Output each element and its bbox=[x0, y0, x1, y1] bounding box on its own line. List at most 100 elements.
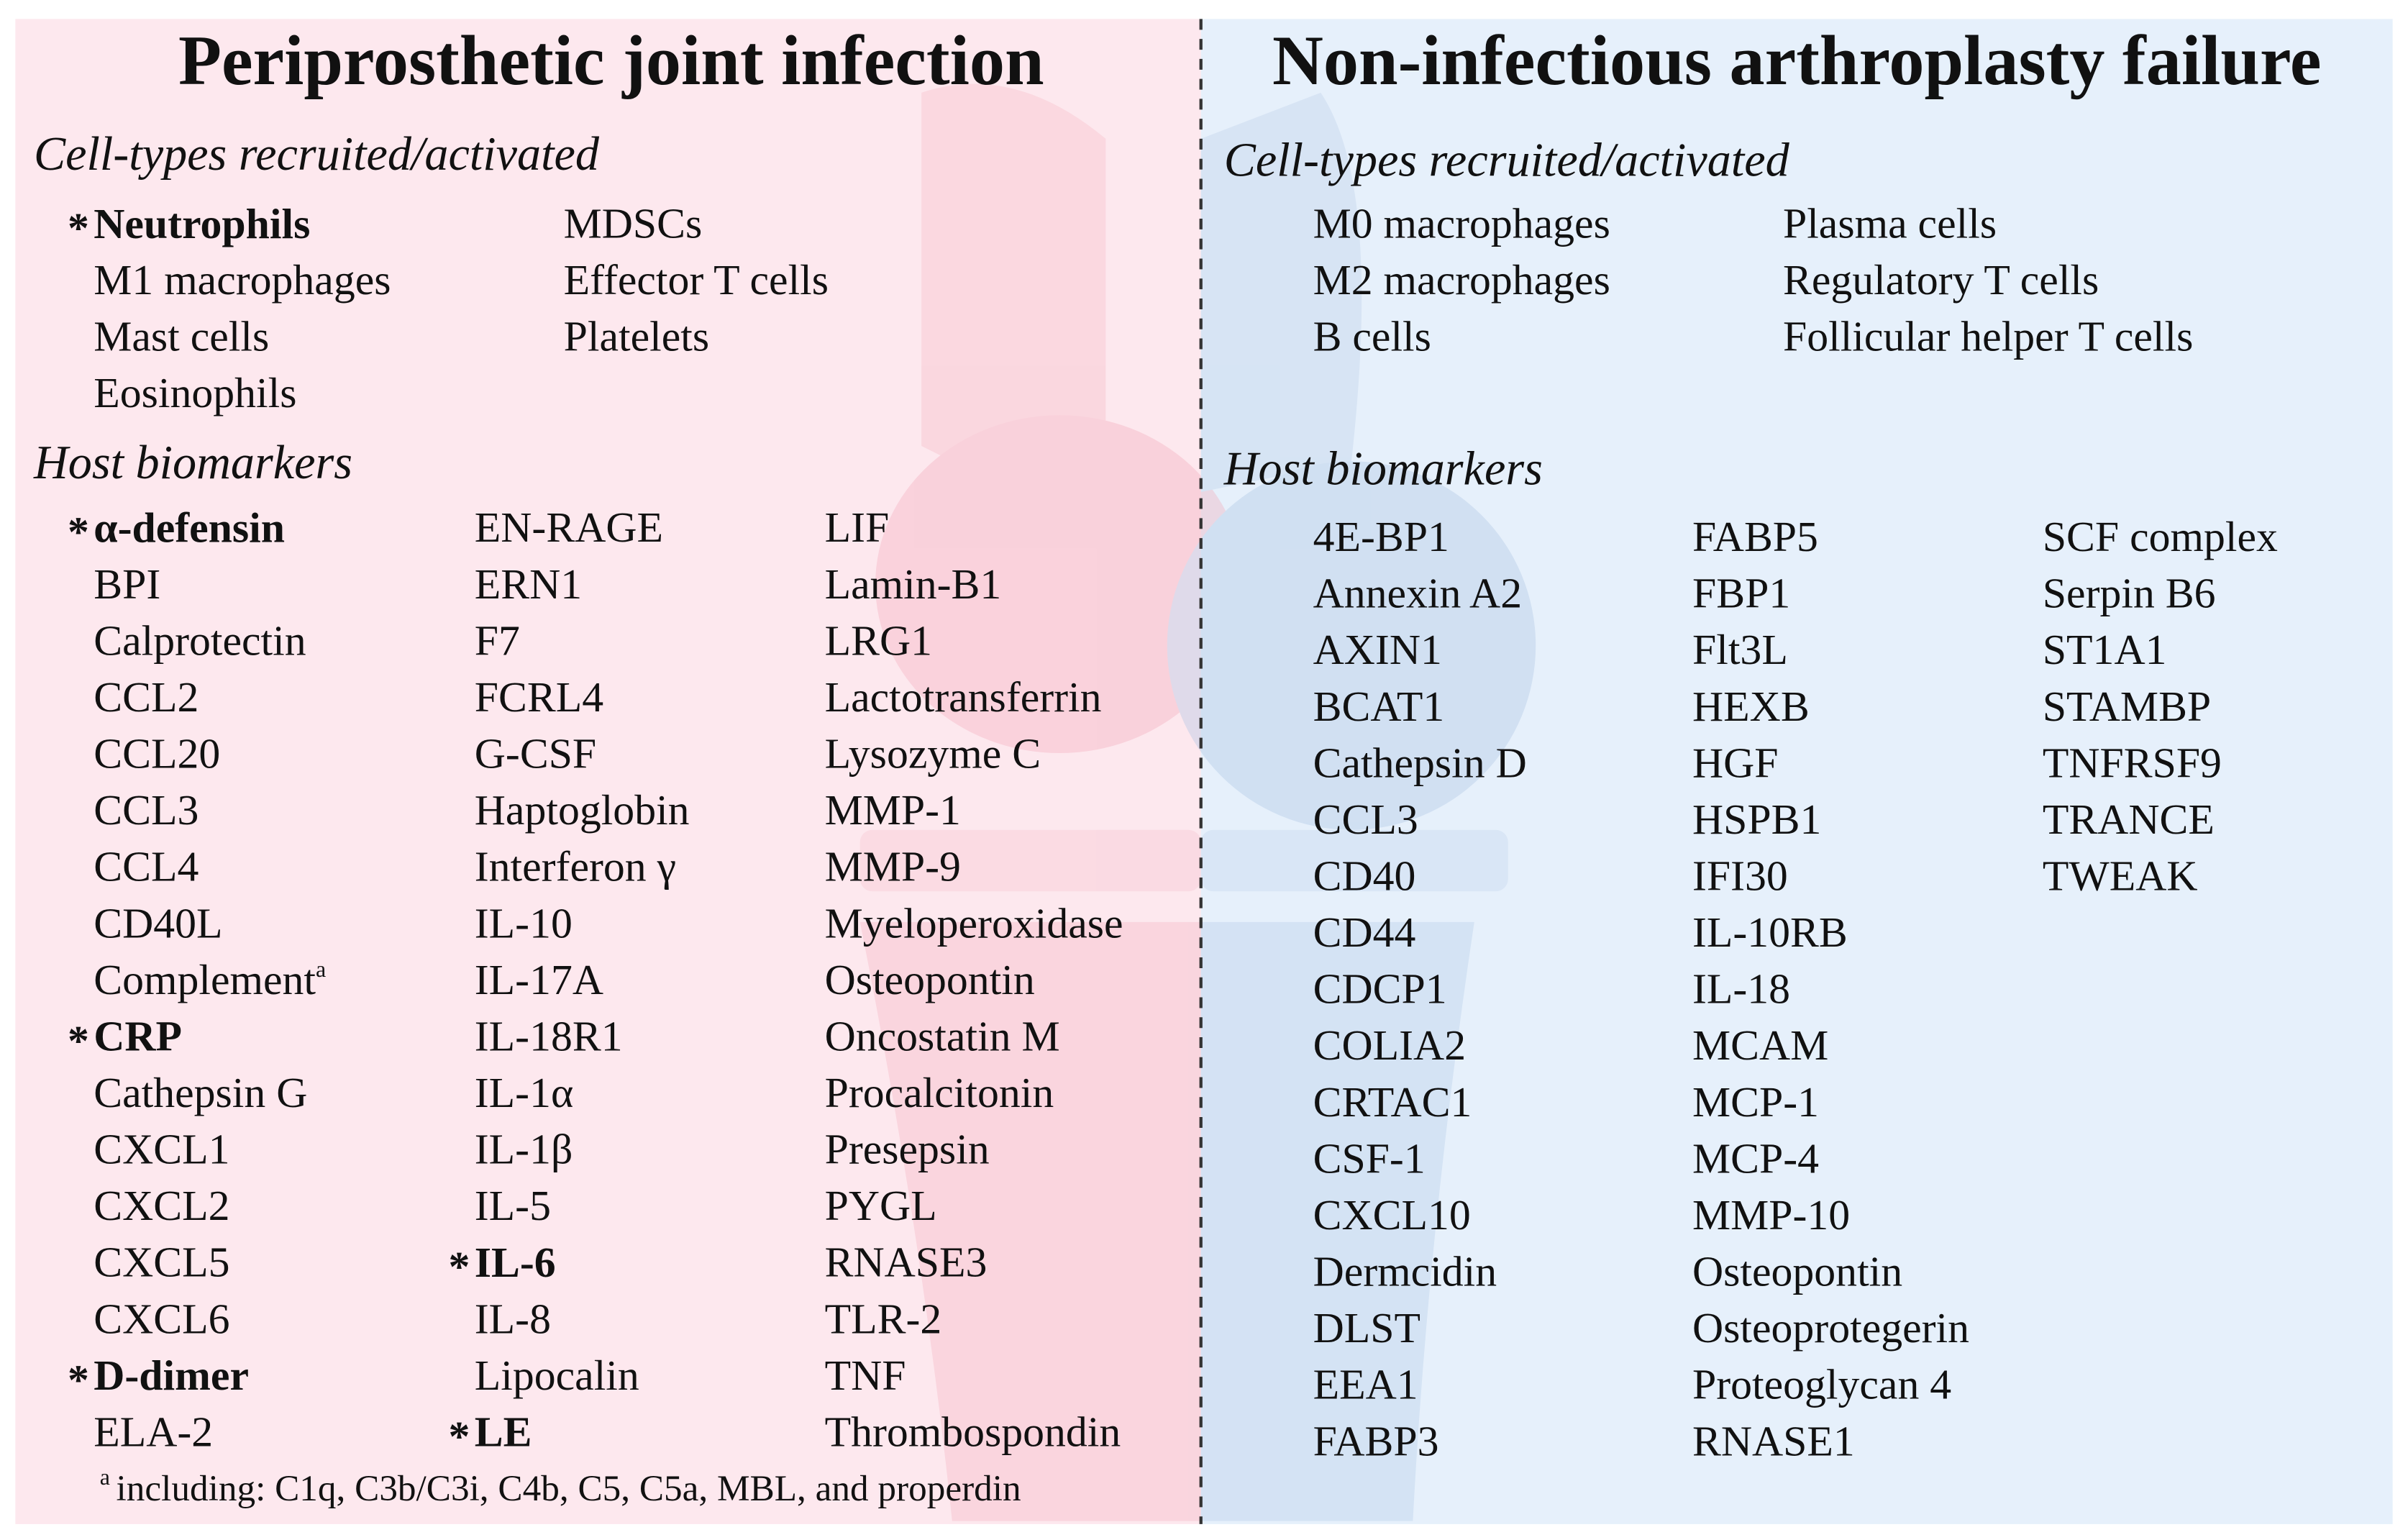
list-item: Complementa bbox=[94, 956, 326, 1003]
list-item: CCL20 bbox=[94, 730, 220, 778]
list-item: CCL2 bbox=[94, 673, 199, 721]
list-item: Calprotectin bbox=[94, 616, 306, 664]
footnote-mark: a bbox=[100, 1464, 110, 1490]
left-biomarkers-heading: Host biomarkers bbox=[33, 437, 352, 489]
list-item: BPI bbox=[94, 560, 160, 608]
left-panel bbox=[15, 19, 1201, 1524]
key-marker: * bbox=[448, 1413, 470, 1460]
list-item: BCAT1 bbox=[1313, 683, 1445, 730]
list-item: Dermcidin bbox=[1313, 1248, 1497, 1295]
list-item: 4E-BP1 bbox=[1313, 513, 1449, 560]
item-text: Complement bbox=[94, 956, 316, 1003]
list-item: CXCL10 bbox=[1313, 1191, 1471, 1239]
list-item: HGF bbox=[1692, 739, 1779, 786]
list-item: Mast cells bbox=[94, 313, 269, 360]
list-item: CXCL6 bbox=[94, 1295, 229, 1342]
list-item: Presepsin bbox=[825, 1126, 990, 1173]
item-note: a bbox=[316, 956, 326, 982]
list-item: IL-6 bbox=[475, 1239, 556, 1286]
list-item: CRTAC1 bbox=[1313, 1078, 1472, 1126]
list-item: TRANCE bbox=[2043, 796, 2215, 843]
list-item: TNFRSF9 bbox=[2043, 739, 2222, 786]
list-item: Oncostatin M bbox=[825, 1012, 1060, 1060]
knee-illustration bbox=[859, 83, 1536, 1521]
list-item: CRP bbox=[94, 1012, 182, 1060]
list-item: D-dimer bbox=[94, 1352, 249, 1399]
list-item: MCAM bbox=[1692, 1021, 1828, 1069]
list-item: CCL4 bbox=[94, 843, 199, 890]
right-title: Non-infectious arthroplasty failure bbox=[1272, 22, 2321, 100]
list-item: FABP3 bbox=[1313, 1417, 1439, 1464]
list-item: IL-1α bbox=[475, 1069, 574, 1116]
list-item: Eosinophils bbox=[94, 369, 296, 416]
list-item: IL-1β bbox=[475, 1126, 573, 1173]
list-item: PYGL bbox=[825, 1182, 937, 1229]
implant-right bbox=[1200, 829, 1508, 892]
list-item: M2 macrophages bbox=[1313, 256, 1610, 304]
list-item: IL-5 bbox=[475, 1182, 551, 1229]
list-item: ST1A1 bbox=[2043, 626, 2167, 673]
list-item: Myeloperoxidase bbox=[825, 899, 1123, 947]
item-text: D-dimer bbox=[94, 1352, 249, 1399]
list-item: TLR-2 bbox=[825, 1295, 942, 1342]
list-item: F7 bbox=[475, 616, 520, 664]
right-panel bbox=[1200, 19, 2393, 1524]
list-item: Annexin A2 bbox=[1313, 570, 1523, 617]
list-item: Follicular helper T cells bbox=[1783, 313, 2193, 360]
list-item: Flt3L bbox=[1692, 626, 1788, 673]
list-item: Lamin-B1 bbox=[825, 560, 1002, 608]
list-item: Interferon γ bbox=[475, 843, 676, 890]
list-item: HEXB bbox=[1692, 683, 1810, 730]
list-item: MCP-1 bbox=[1692, 1078, 1819, 1126]
list-item: CSF-1 bbox=[1313, 1134, 1426, 1182]
list-item: MMP-9 bbox=[825, 843, 961, 890]
list-item: α-defensin bbox=[94, 504, 285, 551]
list-item: LE bbox=[475, 1408, 532, 1455]
item-text: CRP bbox=[94, 1012, 182, 1060]
item-text: LE bbox=[475, 1408, 532, 1455]
list-item: CD40 bbox=[1313, 852, 1416, 900]
list-item: Haptoglobin bbox=[475, 786, 690, 834]
list-item: Effector T cells bbox=[564, 256, 829, 304]
list-item: G-CSF bbox=[475, 730, 596, 778]
list-item: Osteopontin bbox=[825, 956, 1035, 1003]
list-item: LRG1 bbox=[825, 616, 932, 664]
list-item: Regulatory T cells bbox=[1783, 256, 2099, 304]
list-item: Osteopontin bbox=[1692, 1248, 1902, 1295]
list-item: FBP1 bbox=[1692, 570, 1790, 617]
list-item: Plasma cells bbox=[1783, 199, 1997, 247]
list-item: IL-18R1 bbox=[475, 1012, 623, 1060]
list-item: TWEAK bbox=[2043, 852, 2198, 900]
list-item: STAMBP bbox=[2043, 683, 2211, 730]
list-item: CD40L bbox=[94, 899, 222, 947]
list-item: CCL3 bbox=[1313, 796, 1418, 843]
list-item: ELA-2 bbox=[94, 1408, 213, 1455]
list-item: MCP-4 bbox=[1692, 1134, 1819, 1182]
list-item: FCRL4 bbox=[475, 673, 603, 721]
key-marker: * bbox=[68, 509, 89, 556]
list-item: CCL3 bbox=[94, 786, 199, 834]
list-item: TNF bbox=[825, 1352, 906, 1399]
list-item: LIF bbox=[825, 504, 890, 551]
implant-left bbox=[859, 829, 1201, 892]
list-item: IL-17A bbox=[475, 956, 603, 1003]
key-marker: * bbox=[68, 204, 89, 252]
list-item: RNASE3 bbox=[825, 1239, 988, 1286]
list-item: M0 macrophages bbox=[1313, 199, 1610, 247]
list-item: Serpin B6 bbox=[2043, 570, 2216, 617]
list-item: Lipocalin bbox=[475, 1352, 639, 1399]
femur-left bbox=[921, 83, 1106, 496]
list-item: IL-8 bbox=[475, 1295, 551, 1342]
list-item: IFI30 bbox=[1692, 852, 1788, 900]
right-cells-heading: Cell-types recruited/activated bbox=[1224, 134, 1790, 186]
list-item: DLST bbox=[1313, 1304, 1420, 1352]
list-item: IL-10 bbox=[475, 899, 573, 947]
footnote: a including: C1q, C3b/C3i, C4b, C5, C5a, … bbox=[100, 1464, 1021, 1509]
key-marker: * bbox=[448, 1243, 470, 1290]
condyle-left bbox=[875, 415, 1244, 754]
list-item: IL-10RB bbox=[1692, 908, 1848, 956]
list-item: COLIA2 bbox=[1313, 1021, 1466, 1069]
list-item: FABP5 bbox=[1692, 513, 1818, 560]
list-item: CXCL2 bbox=[94, 1182, 229, 1229]
list-item: AXIN1 bbox=[1313, 626, 1442, 673]
